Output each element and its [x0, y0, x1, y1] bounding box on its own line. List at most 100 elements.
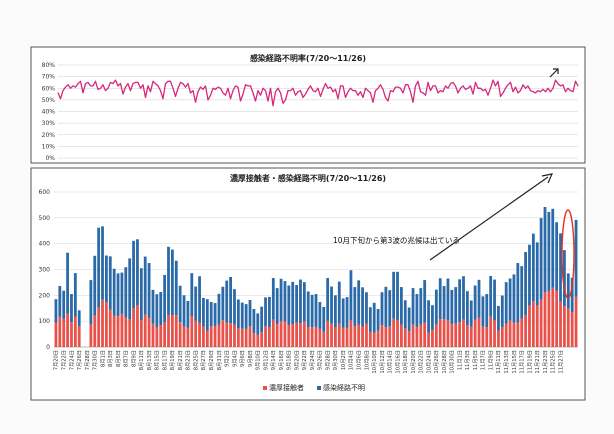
rate-point [122, 93, 124, 95]
rate-y-tick-label: 10% [42, 143, 56, 150]
cases-x-tick-label: 8月1日 [99, 350, 106, 367]
bar-unknown-route [306, 291, 310, 328]
rate-point [247, 85, 249, 87]
rate-point [392, 91, 394, 93]
rate-y-tick-label: 70% [42, 74, 56, 81]
bar-unknown-route [345, 297, 349, 328]
highlight-ellipse [561, 209, 575, 299]
bar-close-contact [244, 328, 248, 347]
cases-x-tick-label: 10月30日 [449, 350, 456, 374]
cases-x-tick-label: 11月7日 [480, 350, 487, 370]
rate-point [567, 87, 569, 89]
rate-point [417, 80, 419, 82]
bar-close-contact [252, 333, 256, 347]
rate-point [355, 90, 356, 92]
bar-close-contact [209, 326, 213, 347]
rate-point [525, 87, 526, 89]
bar-unknown-route [368, 307, 372, 332]
rate-point [412, 101, 414, 103]
cases-x-tick-label: 9月8日 [247, 350, 254, 367]
bar-close-contact [361, 326, 364, 347]
rate-point [250, 85, 251, 87]
rate-point [325, 83, 326, 85]
rate-arrow-icon [549, 68, 559, 78]
bar-close-contact [357, 324, 361, 347]
rate-point [450, 83, 451, 85]
rate-point [347, 91, 349, 93]
bar-unknown-route [531, 233, 535, 302]
bar-unknown-route [291, 281, 295, 325]
rate-point [442, 91, 444, 93]
bar-close-contact [112, 315, 116, 347]
bar-unknown-route [365, 292, 368, 324]
bar-close-contact [353, 326, 357, 347]
bar-close-contact [256, 334, 260, 347]
legend-label: 濃厚接触者 [269, 383, 304, 392]
cases-x-tick-label: 7月20日 [53, 350, 60, 370]
bar-close-contact [97, 307, 101, 347]
bar-close-contact [128, 319, 132, 347]
bar-unknown-route [128, 258, 132, 320]
rate-chart-frame [30, 46, 586, 164]
bar-unknown-route [434, 289, 438, 325]
bar-unknown-route [380, 292, 384, 326]
cases-x-tick-label: 9月14日 [270, 350, 277, 370]
bar-unknown-route [465, 291, 469, 326]
bar-unknown-route [244, 304, 248, 329]
cases-x-tick-label: 8月25日 [193, 350, 200, 370]
rate-point [385, 97, 386, 98]
rate-point [550, 91, 551, 93]
bar-close-contact [306, 327, 310, 347]
rate-point [137, 81, 139, 83]
rate-point [305, 93, 306, 95]
rate-point [430, 90, 431, 92]
bar-close-contact [372, 332, 376, 347]
bar-unknown-route [334, 295, 337, 328]
bar-close-contact [105, 302, 108, 347]
rate-point [320, 95, 321, 97]
cases-x-tick-label: 10月8日 [363, 350, 370, 370]
rate-point [152, 80, 154, 82]
rate-y-tick-label: 50% [42, 97, 56, 104]
bar-unknown-route [574, 219, 578, 297]
bar-close-contact [477, 317, 481, 347]
bar-unknown-route [403, 300, 407, 329]
rate-point [407, 84, 409, 86]
rate-point [190, 92, 191, 94]
bar-unknown-route [431, 305, 434, 330]
rate-point [472, 93, 474, 95]
rate-point [570, 90, 571, 92]
rate-point [82, 92, 84, 94]
rate-point [560, 85, 561, 87]
rate-point [310, 85, 311, 87]
rate-point [200, 86, 201, 88]
cases-x-tick-label: 8月27日 [200, 350, 207, 370]
bar-unknown-route [229, 276, 232, 324]
rate-point [110, 81, 111, 83]
bar-close-contact [163, 321, 167, 347]
rate-point [92, 85, 94, 87]
bar-close-contact [225, 322, 229, 347]
bar-close-contact [260, 332, 264, 347]
bar-unknown-route [147, 263, 151, 318]
bar-unknown-route [481, 296, 485, 327]
bar-close-contact [392, 318, 396, 347]
bar-unknown-route [295, 285, 298, 323]
bar-close-contact [334, 327, 337, 347]
bar-unknown-route [89, 280, 93, 325]
bar-close-contact [345, 327, 349, 347]
rate-point [465, 88, 466, 90]
rate-point [330, 86, 331, 88]
rate-point [515, 86, 516, 88]
bar-unknown-route [256, 313, 260, 335]
rate-point [420, 91, 421, 93]
bar-unknown-route [233, 289, 236, 325]
rate-point [162, 98, 164, 100]
rate-chart-title: 感染経路不明率(7/20～11/26) [250, 53, 366, 63]
bar-close-contact [198, 322, 201, 347]
rate-point [545, 91, 546, 93]
rate-point [112, 83, 114, 85]
bar-unknown-route [423, 280, 427, 323]
rate-point [400, 87, 401, 89]
cases-x-tick-label: 9月12日 [262, 350, 269, 370]
